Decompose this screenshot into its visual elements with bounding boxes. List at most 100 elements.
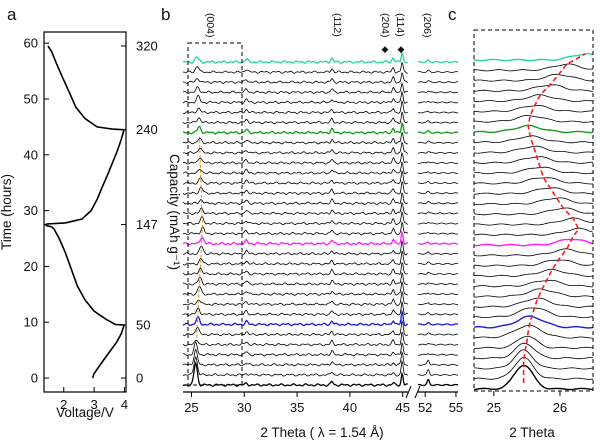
xrd-pattern-12-low-angle bbox=[182, 250, 408, 266]
xrd-pattern-32-low-angle bbox=[182, 51, 409, 64]
c-pattern-26 bbox=[474, 114, 594, 123]
xrd-pattern-16-high-angle bbox=[418, 222, 459, 225]
b-x-tick-label: 25 bbox=[184, 400, 198, 415]
c-pattern-15 bbox=[473, 227, 594, 236]
c-pattern-30 bbox=[473, 73, 594, 82]
xrd-pattern-4-high-angle bbox=[417, 343, 459, 346]
c-pattern-28 bbox=[473, 94, 594, 103]
xrd-pattern-10-low-angle bbox=[182, 271, 408, 286]
xrd-pattern-25-low-angle bbox=[182, 122, 409, 135]
xrd-pattern-17-high-angle bbox=[417, 211, 459, 215]
xrd-pattern-20-high-angle bbox=[417, 181, 459, 185]
xrd-pattern-11-high-angle bbox=[417, 272, 458, 275]
c-pattern-18 bbox=[473, 197, 594, 205]
a-y-tick-label: 0 bbox=[31, 371, 38, 386]
c-pattern-4 bbox=[473, 336, 594, 349]
a-right-tick-label: 240 bbox=[136, 122, 158, 137]
c-pattern-20 bbox=[473, 177, 594, 185]
xrd-pattern-18-high-angle bbox=[417, 200, 459, 205]
xrd-pattern-27-high-angle bbox=[417, 110, 459, 114]
xrd-pattern-23-high-angle bbox=[417, 151, 459, 154]
b-x-tick-label: 45 bbox=[395, 400, 409, 415]
c-pattern-10 bbox=[473, 279, 593, 288]
b-x-tick-label: 30 bbox=[237, 400, 251, 415]
c-pattern-25 bbox=[473, 124, 594, 134]
c-pattern-27 bbox=[473, 104, 593, 113]
b-x-tick-label: 52 bbox=[418, 400, 432, 415]
xrd-pattern-16-low-angle bbox=[182, 210, 409, 226]
xrd-pattern-9-high-angle bbox=[417, 292, 459, 296]
peak-marker-204: ◆ bbox=[382, 44, 389, 54]
c-pattern-8 bbox=[473, 297, 594, 308]
peak-label-206: (206) bbox=[421, 13, 433, 38]
panel-a-y-ticks: 0 10 20 30 40 50 60 bbox=[24, 36, 49, 386]
xrd-pattern-22-high-angle bbox=[417, 161, 459, 164]
panel-a-y-title: Time (hours) bbox=[0, 174, 14, 250]
xrd-pattern-1-high-angle bbox=[417, 369, 459, 376]
xrd-pattern-7-low-angle bbox=[182, 300, 408, 316]
xrd-pattern-31-low-angle bbox=[182, 61, 408, 74]
a-right-tick-label: 50 bbox=[136, 318, 150, 333]
c-pattern-21 bbox=[473, 166, 594, 175]
a-x-tick-label: 2 bbox=[60, 397, 67, 412]
c-pattern-5 bbox=[473, 324, 594, 339]
peak-label-112: (112) bbox=[331, 13, 343, 37]
c-pattern-29 bbox=[473, 84, 594, 92]
xrd-pattern-7-high-angle bbox=[417, 312, 459, 316]
c-x-tick-label: 25 bbox=[487, 400, 501, 415]
a-right-tick-label: 0 bbox=[136, 371, 143, 386]
xrd-pattern-6-high-angle bbox=[417, 321, 459, 326]
c-pattern-23 bbox=[473, 145, 594, 154]
xrd-pattern-32-high-angle bbox=[418, 59, 459, 64]
a-y-tick-label: 60 bbox=[24, 36, 38, 51]
xrd-pattern-15-high-angle bbox=[417, 232, 459, 235]
c-pattern-32 bbox=[473, 53, 594, 62]
panel-letter-b: b bbox=[161, 5, 170, 24]
xrd-pattern-2-high-angle bbox=[417, 359, 458, 366]
xrd-pattern-6-low-angle bbox=[183, 309, 409, 327]
b-x-tick-label: 55 bbox=[449, 400, 463, 415]
panel-b-axis-break bbox=[405, 385, 421, 399]
panel-a-frame bbox=[43, 31, 127, 393]
xrd-pattern-12-high-angle bbox=[417, 261, 459, 265]
c-pattern-24 bbox=[473, 135, 594, 144]
xrd-pattern-13-low-angle bbox=[183, 239, 408, 256]
c-pattern-12 bbox=[473, 259, 593, 267]
c-pattern-17 bbox=[473, 207, 594, 216]
xrd-pattern-9-low-angle bbox=[182, 280, 408, 296]
panel-b-004-trace bbox=[196, 136, 204, 338]
b-x-tick-label: 40 bbox=[343, 400, 357, 415]
panel-c-x-title: 2 Theta bbox=[509, 425, 555, 440]
xrd-pattern-3-low-angle bbox=[183, 341, 408, 357]
a-x-tick-label: 4 bbox=[121, 397, 128, 412]
xrd-pattern-31-high-angle bbox=[417, 69, 459, 73]
xrd-pattern-21-high-angle bbox=[417, 171, 458, 174]
c-pattern-3 bbox=[473, 342, 593, 360]
xrd-pattern-29-low-angle bbox=[182, 82, 408, 94]
a-right-tick-label: 147 bbox=[136, 217, 158, 232]
xrd-pattern-8-high-angle bbox=[417, 302, 458, 306]
xrd-pattern-22-low-angle bbox=[182, 151, 408, 165]
xrd-pattern-18-low-angle bbox=[182, 192, 408, 205]
xrd-pattern-24-low-angle bbox=[182, 131, 408, 145]
xrd-pattern-15-low-angle bbox=[182, 221, 409, 236]
xrd-pattern-28-low-angle bbox=[182, 90, 408, 105]
panel-a-x-ticks: 2 3 4 bbox=[60, 387, 128, 412]
a-y-tick-label: 40 bbox=[24, 147, 38, 162]
xrd-pattern-10-high-angle bbox=[417, 282, 459, 286]
panel-a-x-title: Voltage/V bbox=[56, 405, 114, 420]
xrd-pattern-4-low-angle bbox=[182, 331, 408, 347]
panel-a-right-title: Capacity (mAh g⁻¹) bbox=[167, 154, 182, 270]
xrd-pattern-24-high-angle bbox=[417, 140, 458, 144]
c-pattern-0 bbox=[473, 364, 594, 391]
xrd-pattern-14-low-angle bbox=[182, 230, 408, 246]
panel-b-x-ticks: 25 30 35 40 45 52 55 bbox=[184, 392, 463, 415]
a-y-tick-label: 10 bbox=[24, 315, 38, 330]
peak-marker-114: ◆ bbox=[398, 44, 405, 54]
xrd-pattern-13-high-angle bbox=[418, 251, 459, 255]
panel-b-004-box bbox=[187, 42, 243, 386]
c-pattern-16 bbox=[473, 217, 594, 226]
c-pattern-9 bbox=[473, 288, 594, 298]
panel-b-xrd-patterns bbox=[182, 51, 459, 387]
